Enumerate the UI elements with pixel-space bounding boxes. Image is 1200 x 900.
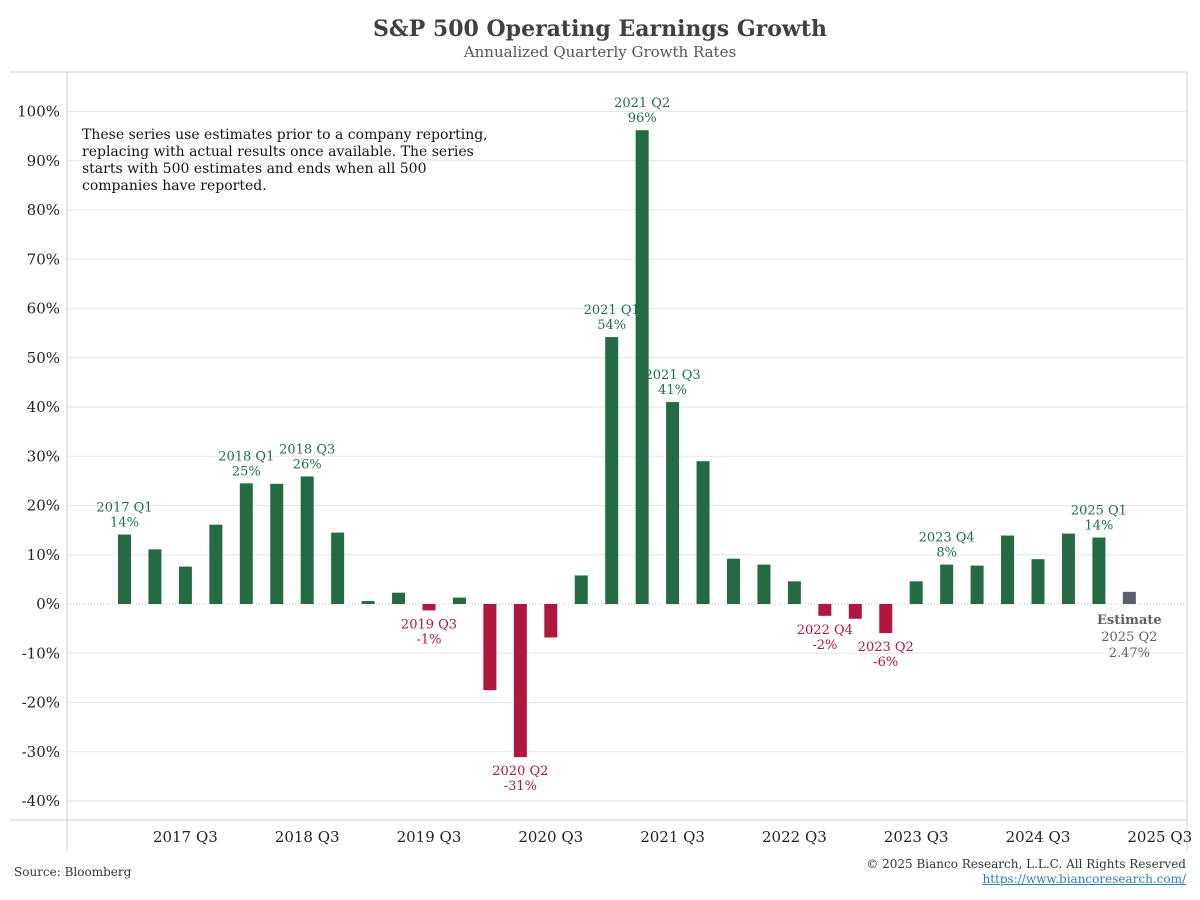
y-tick-label: -40%	[22, 792, 60, 810]
data-label-period: 2023 Q2	[858, 640, 914, 655]
y-tick-label: 50%	[27, 349, 60, 367]
bar	[422, 604, 436, 611]
chart-subtitle: Annualized Quarterly Growth Rates	[463, 43, 737, 61]
source-label: Source: Bloomberg	[14, 865, 132, 879]
bar	[787, 581, 801, 604]
y-tick-label: 0%	[36, 595, 60, 613]
data-label-value: 8%	[936, 546, 957, 561]
bar	[1031, 559, 1045, 604]
data-label-value: -31%	[504, 779, 537, 794]
x-tick-label: 2022 Q3	[762, 828, 827, 846]
bar	[727, 558, 740, 604]
bar	[635, 130, 649, 604]
bar	[909, 581, 923, 604]
y-tick-label: 20%	[27, 497, 60, 515]
data-label-period: 2017 Q1	[96, 501, 152, 516]
bar	[300, 476, 314, 604]
bar	[696, 461, 710, 604]
x-tick-label: 2019 Q3	[397, 828, 462, 846]
bar	[118, 534, 131, 604]
bar	[513, 604, 527, 758]
data-label-value: 14%	[1084, 519, 1113, 534]
y-tick-label: 80%	[27, 201, 60, 219]
data-label-period: 2020 Q2	[492, 764, 548, 779]
x-tick-label: 2024 Q3	[1006, 828, 1071, 846]
data-label-period: 2025 Q1	[1071, 504, 1127, 519]
methodology-note: These series use estimates prior to a co…	[82, 127, 488, 194]
data-label-period: 2018 Q3	[279, 442, 335, 457]
y-tick-label: -30%	[22, 743, 60, 761]
x-tick-label: 2018 Q3	[275, 828, 340, 846]
bar	[239, 483, 253, 604]
bar	[666, 402, 680, 604]
data-label-period: 2023 Q4	[919, 531, 975, 546]
data-label-value: 25%	[232, 464, 261, 479]
data-label-period: 2021 Q3	[645, 368, 701, 383]
y-tick-label: 30%	[27, 447, 60, 465]
data-label-period: 2021 Q2	[614, 96, 670, 111]
bar	[178, 566, 192, 604]
data-label-period: 2021 Q1	[584, 303, 640, 318]
data-label-value: 26%	[293, 457, 322, 472]
data-label-period: 2022 Q4	[797, 623, 853, 638]
bar	[452, 597, 466, 604]
estimate-heading: Estimate	[1097, 613, 1162, 628]
data-label-value: -2%	[812, 638, 837, 653]
bar	[574, 575, 588, 604]
data-label-value: 41%	[658, 383, 687, 398]
data-label-value: 14%	[110, 516, 139, 531]
website-link[interactable]: https://www.biancoresearch.com/	[982, 872, 1186, 886]
bar	[331, 532, 345, 604]
data-label-value: -6%	[873, 655, 898, 670]
bar	[605, 337, 619, 604]
bar	[1092, 537, 1106, 604]
bar	[1122, 591, 1136, 604]
bar	[940, 564, 954, 604]
bar	[483, 604, 497, 691]
bar	[879, 604, 893, 634]
bar	[1001, 535, 1015, 604]
x-tick-label: 2021 Q3	[640, 828, 705, 846]
y-tick-label: -20%	[22, 694, 60, 712]
bar	[270, 483, 284, 604]
estimate-period-label: 2025 Q2	[1101, 630, 1157, 645]
data-label-period: 2018 Q1	[218, 449, 274, 464]
estimate-value-label: 2.47%	[1109, 646, 1150, 661]
x-tick-label: 2017 Q3	[153, 828, 218, 846]
bar	[544, 604, 558, 638]
bar	[970, 565, 984, 604]
x-tick-label: 2023 Q3	[884, 828, 949, 846]
x-tick-label: 2025 Q3	[1127, 828, 1192, 846]
bar	[361, 601, 375, 604]
copyright-label: © 2025 Bianco Research, L.L.C. All Right…	[866, 857, 1186, 871]
bar	[392, 592, 406, 604]
bar	[757, 564, 771, 604]
y-tick-label: 10%	[27, 546, 60, 564]
bar	[209, 524, 223, 604]
bar	[148, 549, 162, 604]
y-tick-label: 100%	[17, 103, 60, 121]
data-label-period: 2019 Q3	[401, 617, 457, 632]
bar	[818, 604, 832, 616]
data-label-value: 54%	[597, 318, 626, 333]
x-tick-label: 2020 Q3	[518, 828, 583, 846]
bar	[848, 604, 862, 619]
y-tick-label: -10%	[22, 644, 60, 662]
y-tick-label: 40%	[27, 398, 60, 416]
data-label-value: -1%	[416, 632, 441, 647]
y-tick-label: 60%	[27, 300, 60, 318]
data-label-value: 96%	[628, 111, 657, 126]
chart-title: S&P 500 Operating Earnings Growth	[372, 16, 828, 42]
bar	[1061, 533, 1075, 604]
y-tick-label: 90%	[27, 152, 60, 170]
y-tick-label: 70%	[27, 250, 60, 268]
